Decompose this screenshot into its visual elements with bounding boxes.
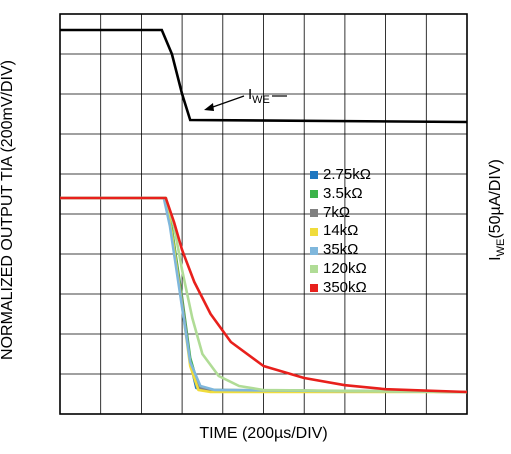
iwe-layer <box>60 28 468 124</box>
legend-item: 35kΩ <box>310 241 371 260</box>
arrow-head <box>204 103 214 111</box>
legend-item: 120kΩ <box>310 260 371 279</box>
grid <box>60 14 467 414</box>
legend-label: 35kΩ <box>323 241 359 259</box>
x-axis-label: TIME (200µs/DIV) <box>199 425 328 442</box>
legend-swatch <box>310 265 318 274</box>
legend-label: 350kΩ <box>323 278 367 296</box>
legend-swatch <box>310 171 318 180</box>
legend-label: 7kΩ <box>323 203 351 221</box>
legend-swatch <box>310 246 318 255</box>
series-layer <box>60 196 468 394</box>
y-axis-right-label: IWE(50µA/DIV) <box>486 159 508 261</box>
legend-item: 2.75kΩ <box>310 166 371 185</box>
legend-item: 3.5kΩ <box>310 185 371 204</box>
legend-item: 7kΩ <box>310 204 371 223</box>
legend-item: 350kΩ <box>310 279 371 298</box>
legend-label: 120kΩ <box>323 259 367 277</box>
series-line-350k <box>60 196 468 394</box>
legend-swatch <box>310 208 318 217</box>
legend-label: 14kΩ <box>323 222 359 240</box>
iwe-annotation: IWE <box>248 86 270 106</box>
arrow-line <box>209 95 245 109</box>
iwe-trace-line <box>60 28 468 124</box>
legend-swatch <box>310 227 318 236</box>
y-axis-left-label: NORMALIZED OUTPUT TIA (200mV/DIV) <box>0 60 16 360</box>
legend-swatch <box>310 190 318 199</box>
legend-label: 3.5kΩ <box>323 184 363 202</box>
series-line-35k <box>60 196 468 394</box>
legend-swatch <box>310 284 318 293</box>
legend: 2.75kΩ 3.5kΩ 7kΩ 14kΩ 35kΩ 120kΩ 350kΩ <box>310 166 371 298</box>
annotation-arrow <box>204 95 287 111</box>
legend-item: 14kΩ <box>310 222 371 241</box>
legend-label: 2.75kΩ <box>323 166 371 183</box>
